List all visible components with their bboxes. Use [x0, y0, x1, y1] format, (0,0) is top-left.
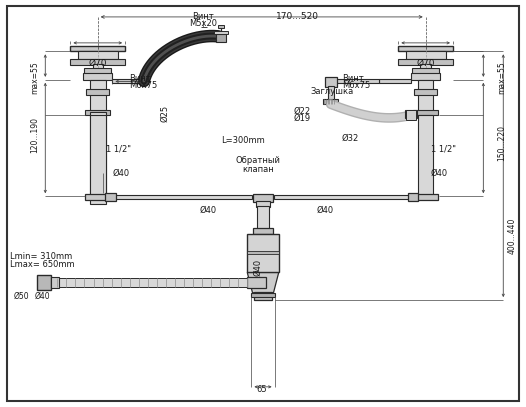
Bar [254, 292, 272, 300]
Bar [57, 278, 247, 287]
Bar [412, 68, 439, 74]
Bar [256, 201, 270, 207]
Bar [93, 64, 103, 69]
Text: M6x75: M6x75 [342, 81, 370, 90]
Bar [325, 77, 338, 87]
Text: Ø40: Ø40 [431, 168, 448, 177]
Text: Винт: Винт [129, 74, 151, 83]
Text: Ø40: Ø40 [35, 291, 50, 300]
Text: Lmin= 310mm: Lmin= 310mm [10, 252, 73, 261]
Bar [418, 80, 433, 114]
Text: Ø70: Ø70 [88, 59, 107, 68]
Text: клапан: клапан [242, 164, 274, 173]
Text: max=55: max=55 [31, 61, 39, 94]
Bar [247, 251, 279, 254]
Bar [83, 73, 113, 80]
Bar [50, 277, 59, 288]
Bar [413, 110, 438, 115]
Bar [398, 59, 453, 65]
Text: Ø25: Ø25 [161, 105, 170, 122]
Bar [216, 33, 226, 42]
Bar [323, 99, 338, 104]
Text: Винт: Винт [192, 12, 214, 21]
Text: Ø40: Ø40 [253, 259, 262, 276]
Bar [251, 293, 275, 297]
Bar [406, 110, 416, 120]
Text: Ø50: Ø50 [14, 291, 29, 300]
Bar [379, 79, 411, 83]
Bar [420, 64, 431, 69]
Text: Винт: Винт [342, 74, 363, 83]
Text: M5x20: M5x20 [189, 19, 217, 28]
Bar [404, 110, 417, 118]
Bar [105, 193, 116, 201]
Bar [84, 68, 112, 74]
Bar [328, 86, 335, 101]
Bar [257, 206, 269, 230]
Bar [70, 59, 125, 65]
Text: Обратный: Обратный [236, 156, 280, 165]
Bar [406, 51, 446, 59]
Bar [337, 79, 379, 83]
Text: Ø40: Ø40 [316, 206, 333, 215]
Text: Заглушка: Заглушка [310, 88, 353, 96]
Text: 1 1/2": 1 1/2" [431, 144, 456, 153]
Bar [398, 46, 453, 51]
Bar [37, 275, 50, 290]
Text: Ø40: Ø40 [199, 206, 217, 215]
Bar [85, 110, 110, 115]
Text: 150...220: 150...220 [497, 125, 506, 161]
Bar [90, 80, 106, 114]
Text: max=55: max=55 [497, 61, 506, 94]
Bar [252, 194, 274, 202]
Bar [85, 194, 110, 200]
Text: Ø70: Ø70 [417, 59, 435, 68]
Bar [252, 228, 274, 234]
Text: 1 1/2": 1 1/2" [106, 144, 130, 153]
Bar [70, 46, 125, 51]
Text: 120...190: 120...190 [31, 117, 39, 153]
Bar [408, 193, 418, 201]
Bar [418, 115, 433, 197]
Text: 170...520: 170...520 [276, 12, 319, 21]
Bar [214, 31, 228, 34]
Bar [218, 25, 224, 28]
Bar [78, 51, 118, 59]
Text: Ø32: Ø32 [342, 134, 359, 143]
Text: Lmax= 650mm: Lmax= 650mm [10, 260, 75, 269]
Text: M6x75: M6x75 [129, 81, 157, 90]
Bar [274, 195, 413, 199]
Bar [90, 115, 106, 197]
Bar [113, 79, 144, 83]
Text: 65: 65 [257, 385, 267, 394]
Bar [411, 73, 440, 80]
Bar [86, 89, 109, 95]
Bar [247, 234, 279, 272]
Polygon shape [247, 272, 279, 293]
Bar [218, 31, 224, 34]
Bar [413, 194, 438, 200]
Bar [414, 89, 437, 95]
Text: Ø22: Ø22 [294, 107, 310, 116]
Bar [90, 112, 106, 204]
Text: 400...440: 400...440 [508, 218, 517, 254]
Text: Ø19: Ø19 [294, 114, 310, 123]
Text: Ø40: Ø40 [113, 168, 129, 177]
Bar [247, 277, 266, 288]
Bar [110, 195, 252, 199]
Text: L=300mm: L=300mm [221, 136, 265, 145]
